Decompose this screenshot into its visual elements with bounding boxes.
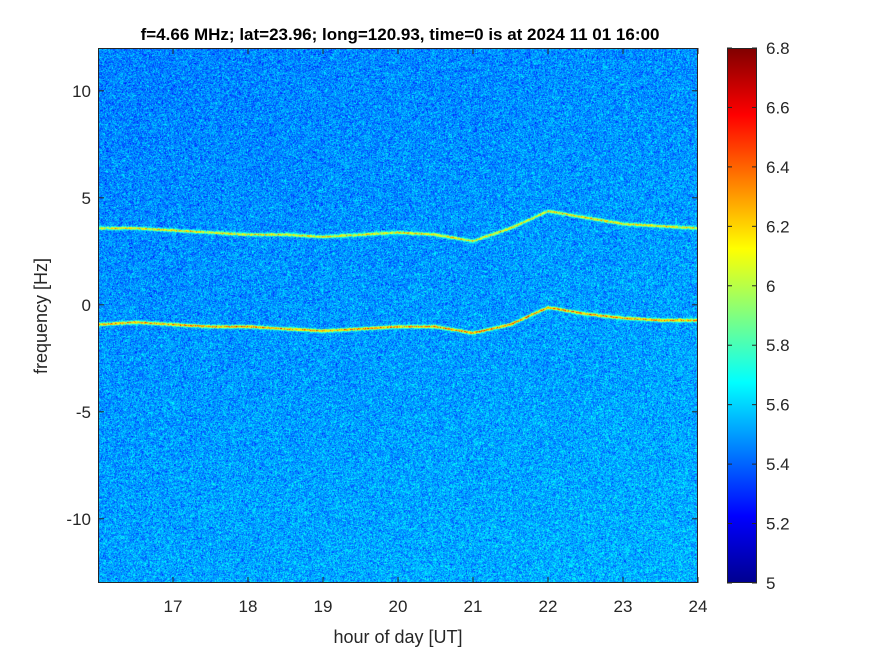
- x-tick-label: 18: [239, 597, 258, 616]
- y-tick-label: 5: [82, 189, 91, 208]
- y-axis: 10 5 0 -5 -10: [66, 82, 698, 529]
- colorbar-tick-label: 6.6: [766, 98, 790, 117]
- x-tick-label: 23: [614, 597, 633, 616]
- y-tick-label: -10: [66, 510, 91, 529]
- colorbar-tick-label: 5.4: [766, 455, 790, 474]
- x-tick-label: 17: [164, 597, 183, 616]
- colorbar-tick-label: 5.6: [766, 396, 790, 415]
- plot-area: [98, 48, 698, 583]
- heatmap-canvas: [98, 48, 698, 583]
- x-tick-label: 21: [464, 597, 483, 616]
- x-tick-label: 19: [314, 597, 333, 616]
- y-tick-label: -5: [76, 403, 91, 422]
- y-axis-label: frequency [Hz]: [31, 258, 51, 374]
- x-axis: 17 18 19 20 21 22 23 24: [164, 48, 708, 616]
- colorbar-tick-label: 5.8: [766, 336, 790, 355]
- colorbar-tick-label: 6.2: [766, 217, 790, 236]
- colorbar-tick-label: 6: [766, 277, 775, 296]
- x-axis-label: hour of day [UT]: [333, 627, 462, 647]
- y-tick-label: 0: [82, 296, 91, 315]
- chart-title: f=4.66 MHz; lat=23.96; long=120.93, time…: [141, 25, 660, 44]
- colorbar-gradient: [727, 48, 757, 583]
- colorbar-tick-label: 5.2: [766, 515, 790, 534]
- y-tick-label: 10: [72, 82, 91, 101]
- x-tick-label: 22: [539, 597, 558, 616]
- colorbar-ticks: 6.8 6.6 6.4 6.2 6 5.8 5.6 5.4 5.2 5: [727, 39, 790, 593]
- colorbar: 6.8 6.6 6.4 6.2 6 5.8 5.6 5.4 5.2 5: [727, 39, 790, 593]
- x-tick-label: 24: [689, 597, 708, 616]
- colorbar-tick-label: 5: [766, 574, 775, 593]
- colorbar-tick-label: 6.8: [766, 39, 790, 58]
- colorbar-tick-label: 6.4: [766, 158, 790, 177]
- x-tick-label: 20: [389, 597, 408, 616]
- colorbar-frame: [727, 48, 757, 583]
